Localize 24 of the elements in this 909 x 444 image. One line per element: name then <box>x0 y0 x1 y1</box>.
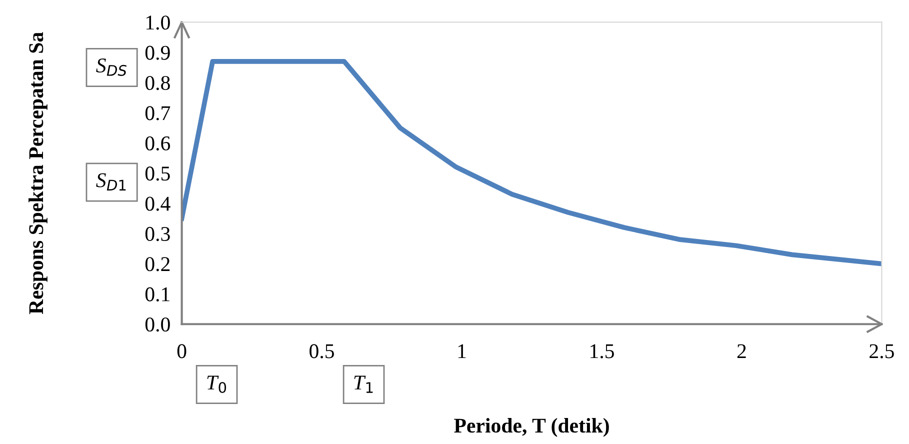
y-tick-label: 0.7 <box>145 106 170 120</box>
text: S$_{DS}$ <box>96 58 127 76</box>
x-tick-label: 2 <box>737 344 746 358</box>
y-tick-label: 0.6 <box>145 136 170 150</box>
y-tick-label: 0.9 <box>145 46 170 60</box>
x-tick-label: 0.5 <box>310 344 334 358</box>
x-tick-label: 1.5 <box>590 344 614 358</box>
y-tick-label: 0.3 <box>145 226 170 242</box>
x-tick-label: 2.5 <box>870 344 894 358</box>
x-axis-title: Periode, T (detik) <box>454 418 609 437</box>
y-tick-label: 0.8 <box>145 76 170 90</box>
y-tick-label: 0.4 <box>145 196 170 211</box>
y-tick-label: 1.0 <box>146 16 170 30</box>
text: S$_{D1}$ <box>96 173 126 190</box>
y-tick-label: 0.0 <box>145 317 170 332</box>
y-tick-label: 0.2 <box>145 257 170 272</box>
y-axis-title: Respons Spektra Percepatan Sa <box>28 32 48 314</box>
line-series <box>182 59 882 266</box>
y-tick-label: 0.1 <box>145 287 170 302</box>
text: T$_{1}$ <box>354 376 373 393</box>
x-tick-label: 1 <box>458 344 466 358</box>
x-tick-label: 0 <box>177 344 186 358</box>
text: T$_{0}$ <box>207 376 226 394</box>
y-tick-label: 0.5 <box>145 166 170 181</box>
